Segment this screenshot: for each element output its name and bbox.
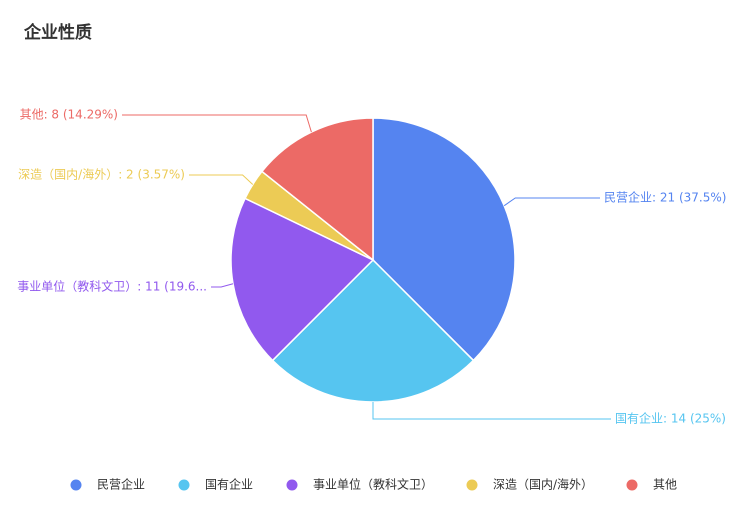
data-label: 国有企业: 14 (25%) <box>615 411 726 426</box>
legend-marker <box>178 479 190 491</box>
leader-line <box>503 197 600 207</box>
leader-line <box>372 402 611 420</box>
pie-slice <box>271 258 475 403</box>
legend-marker <box>626 479 638 491</box>
legend-label: 其他 <box>653 478 677 492</box>
legend-label: 民营企业 <box>97 477 145 492</box>
legend-label: 事业单位（教科文卫） <box>313 477 433 492</box>
data-label: 事业单位（教科文卫）: 11 (19.6... <box>17 279 207 294</box>
pie-slice <box>372 117 516 362</box>
legend-marker <box>286 479 298 491</box>
legend-label: 国有企业 <box>205 477 253 492</box>
legend-marker <box>466 479 478 491</box>
leader-line <box>211 283 234 288</box>
legend-marker <box>70 479 82 491</box>
leader-line <box>189 174 254 185</box>
chart-title: 企业性质 <box>23 22 92 43</box>
data-label: 民营企业: 21 (37.5%) <box>604 190 726 205</box>
data-label: 深造（国内/海外）: 2 (3.57%) <box>18 167 185 182</box>
legend-label: 深造（国内/海外） <box>493 477 593 492</box>
data-label: 其他: 8 (14.29%) <box>20 108 118 122</box>
leader-line <box>122 114 312 133</box>
pie-slice <box>260 117 374 262</box>
pie-slice <box>230 197 375 362</box>
